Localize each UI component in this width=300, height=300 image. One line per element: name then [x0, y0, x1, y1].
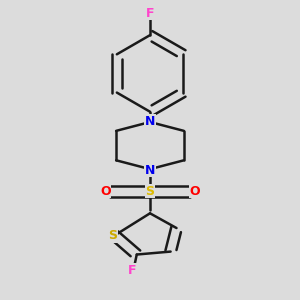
Text: S: S	[146, 185, 154, 198]
Text: F: F	[146, 7, 154, 20]
Text: O: O	[100, 185, 111, 198]
Text: N: N	[145, 115, 155, 128]
Text: O: O	[189, 185, 200, 198]
Text: N: N	[145, 164, 155, 176]
Text: S: S	[108, 229, 117, 242]
Text: F: F	[128, 264, 136, 277]
